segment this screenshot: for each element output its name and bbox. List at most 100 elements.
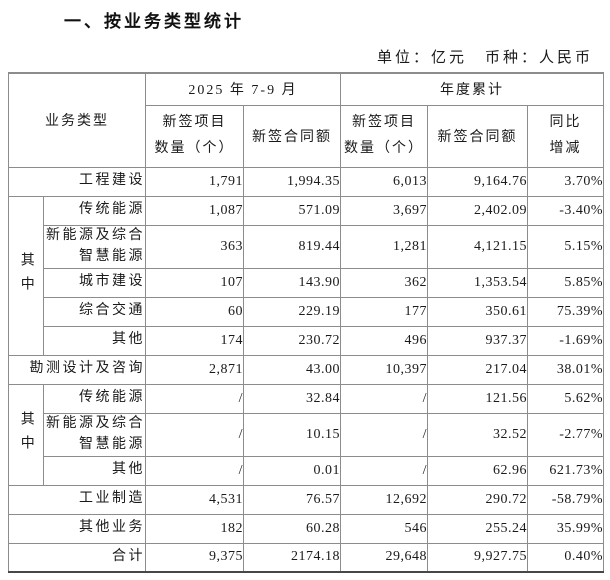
q3-contract-amount: 230.72 bbox=[242, 325, 342, 356]
business-type-label: 新能源及综合智慧能源 bbox=[43, 224, 146, 269]
q3-project-count: 60 bbox=[145, 296, 244, 327]
q3-contract-amount: 76.57 bbox=[242, 484, 342, 515]
table-row: 其他 / 0.01 / 62.96 621.73% bbox=[9, 455, 605, 486]
business-type-label: 城市建设 bbox=[43, 267, 146, 298]
business-type-label: 合计 bbox=[8, 542, 146, 573]
table-row: 新能源及综合智慧能源 363 819.44 1,281 4,121.15 5.1… bbox=[9, 224, 605, 269]
business-type-statistics-table: 业务类型 2025 年 7-9 月 年度累计 新签项目 数量（个） 新签合同额 … bbox=[8, 72, 605, 573]
yoy-change: 5.62% bbox=[527, 383, 605, 414]
ytd-project-count: / bbox=[340, 455, 429, 486]
q3-contract-amount: 2174.18 bbox=[242, 542, 342, 573]
ytd-contract-amount: 255.24 bbox=[427, 513, 529, 544]
ytd-project-count: 10,397 bbox=[340, 354, 429, 385]
q3-project-count: 9,375 bbox=[145, 542, 244, 573]
business-type-label: 勘测设计及咨询 bbox=[8, 354, 146, 385]
ytd-contract-amount: 32.52 bbox=[427, 412, 529, 457]
ytd-project-count: 496 bbox=[340, 325, 429, 356]
yoy-change: 5.85% bbox=[527, 267, 605, 298]
unit-currency-note: 单位：亿元 币种：人民币 bbox=[376, 50, 593, 66]
header-business-type: 业务类型 bbox=[8, 72, 146, 168]
business-type-label: 传统能源 bbox=[43, 195, 146, 226]
ytd-contract-amount: 62.96 bbox=[427, 455, 529, 486]
ytd-project-count: 177 bbox=[340, 296, 429, 327]
ytd-contract-amount: 121.56 bbox=[427, 383, 529, 414]
table-row: 工程建设 1,791 1,994.35 6,013 9,164.76 3.70% bbox=[8, 166, 605, 197]
among-which-cell: 其中 bbox=[8, 383, 44, 486]
q3-project-count: 2,871 bbox=[145, 354, 244, 385]
header-ytd: 年度累计 bbox=[340, 72, 605, 106]
yoy-change: -1.69% bbox=[527, 325, 605, 356]
ytd-contract-amount: 217.04 bbox=[427, 354, 529, 385]
table-row: 其他业务 182 60.28 546 255.24 35.99% bbox=[8, 513, 605, 544]
table-row: 新能源及综合智慧能源 / 10.15 / 32.52 -2.77% bbox=[9, 412, 605, 457]
ytd-contract-amount: 350.61 bbox=[427, 296, 529, 327]
yoy-change: -58.79% bbox=[527, 484, 605, 515]
ytd-contract-amount: 937.37 bbox=[427, 325, 529, 356]
q3-project-count: 4,531 bbox=[145, 484, 244, 515]
business-type-label: 新能源及综合智慧能源 bbox=[43, 412, 146, 457]
yoy-change: 75.39% bbox=[527, 296, 605, 327]
header-group-row: 业务类型 2025 年 7-9 月 年度累计 bbox=[8, 72, 605, 168]
q3-contract-amount: 60.28 bbox=[242, 513, 342, 544]
q3-contract-amount: 43.00 bbox=[242, 354, 342, 385]
total-row: 合计 9,375 2174.18 29,648 9,927.75 0.40% bbox=[8, 542, 605, 573]
ytd-contract-amount: 9,164.76 bbox=[427, 166, 529, 197]
q3-project-count: 363 bbox=[145, 224, 244, 269]
q3-contract-amount: 571.09 bbox=[242, 195, 342, 226]
business-type-label: 其他业务 bbox=[8, 513, 146, 544]
ytd-project-count: 3,697 bbox=[340, 195, 429, 226]
yoy-change: 0.40% bbox=[527, 542, 605, 573]
header-yoy-change: 同比 增减 bbox=[527, 104, 605, 168]
ytd-contract-amount: 290.72 bbox=[427, 484, 529, 515]
header-columns-row: 新签项目 数量（个） 新签合同额 新签项目 数量（个） 新签合同额 同比 增减 bbox=[9, 104, 605, 168]
header-q3-new-projects: 新签项目 数量（个） bbox=[145, 104, 244, 168]
business-type-label: 工程建设 bbox=[8, 166, 146, 197]
table-row: 其他 174 230.72 496 937.37 -1.69% bbox=[9, 325, 605, 356]
table-row: 勘测设计及咨询 2,871 43.00 10,397 217.04 38.01% bbox=[8, 354, 605, 385]
table-row: 其中 传统能源 1,087 571.09 3,697 2,402.09 -3.4… bbox=[8, 195, 605, 356]
table-row: 城市建设 107 143.90 362 1,353.54 5.85% bbox=[9, 267, 605, 298]
business-type-label: 其他 bbox=[43, 325, 146, 356]
ytd-project-count: 6,013 bbox=[340, 166, 429, 197]
q3-contract-amount: 10.15 bbox=[242, 412, 342, 457]
ytd-project-count: 12,692 bbox=[340, 484, 429, 515]
business-type-label: 工业制造 bbox=[8, 484, 146, 515]
q3-project-count: / bbox=[145, 383, 244, 414]
yoy-change: 621.73% bbox=[527, 455, 605, 486]
ytd-project-count: 29,648 bbox=[340, 542, 429, 573]
yoy-change: 38.01% bbox=[527, 354, 605, 385]
q3-project-count: 1,087 bbox=[145, 195, 244, 226]
ytd-contract-amount: 4,121.15 bbox=[427, 224, 529, 269]
q3-project-count: 182 bbox=[145, 513, 244, 544]
table-row: 其中 传统能源 / 32.84 / 121.56 5.62% bbox=[8, 383, 605, 486]
q3-contract-amount: 143.90 bbox=[242, 267, 342, 298]
yoy-change: 3.70% bbox=[527, 166, 605, 197]
yoy-change: -3.40% bbox=[527, 195, 605, 226]
table-row: 工业制造 4,531 76.57 12,692 290.72 -58.79% bbox=[8, 484, 605, 515]
table-row: 综合交通 60 229.19 177 350.61 75.39% bbox=[9, 296, 605, 327]
q3-contract-amount: 1,994.35 bbox=[242, 166, 342, 197]
ytd-project-count: / bbox=[340, 383, 429, 414]
q3-project-count: 174 bbox=[145, 325, 244, 356]
q3-project-count: 1,791 bbox=[145, 166, 244, 197]
business-type-label: 综合交通 bbox=[43, 296, 146, 327]
header-period-q3: 2025 年 7-9 月 bbox=[144, 72, 342, 106]
page-title: 一、按业务类型统计 bbox=[64, 12, 244, 31]
header-ytd-contract-amount: 新签合同额 bbox=[427, 104, 529, 168]
ytd-contract-amount: 1,353.54 bbox=[427, 267, 529, 298]
business-type-label: 传统能源 bbox=[43, 383, 146, 414]
yoy-change: 35.99% bbox=[527, 513, 605, 544]
ytd-contract-amount: 9,927.75 bbox=[427, 542, 529, 573]
among-which-cell: 其中 bbox=[8, 195, 44, 356]
q3-contract-amount: 229.19 bbox=[242, 296, 342, 327]
q3-project-count: / bbox=[145, 412, 244, 457]
q3-project-count: / bbox=[145, 455, 244, 486]
yoy-change: 5.15% bbox=[527, 224, 605, 269]
business-type-label: 其他 bbox=[43, 455, 146, 486]
q3-contract-amount: 32.84 bbox=[242, 383, 342, 414]
ytd-contract-amount: 2,402.09 bbox=[427, 195, 529, 226]
yoy-change: -2.77% bbox=[527, 412, 605, 457]
ytd-project-count: 546 bbox=[340, 513, 429, 544]
q3-project-count: 107 bbox=[145, 267, 244, 298]
ytd-project-count: 362 bbox=[340, 267, 429, 298]
